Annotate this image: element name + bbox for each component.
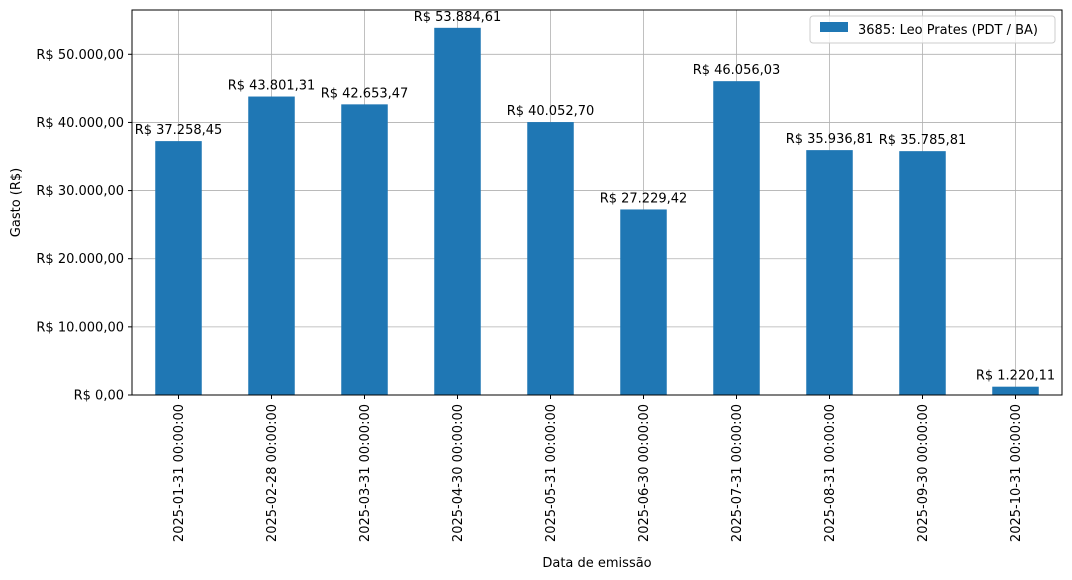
bar-value-label: R$ 53.884,61	[414, 10, 502, 25]
y-tick-label: R$ 30.000,00	[36, 184, 124, 199]
bar	[992, 386, 1039, 395]
x-tick-label: 2025-07-31 00:00:00	[730, 404, 745, 542]
y-tick-label: R$ 10.000,00	[36, 320, 124, 335]
bar-value-label: R$ 43.801,31	[228, 79, 316, 94]
y-axis-label: Gasto (R$)	[9, 168, 24, 237]
legend-swatch	[820, 22, 848, 32]
bar	[806, 150, 853, 395]
bar-value-label: R$ 35.785,81	[879, 133, 967, 148]
y-axis-ticks: R$ 0,00 R$ 10.000,00 R$ 20.000,00 R$ 30.000…	[36, 48, 132, 404]
x-tick-label: 2025-08-31 00:00:00	[823, 404, 838, 542]
y-tick-label: R$ 20.000,00	[36, 252, 124, 267]
bar	[620, 209, 667, 395]
bar	[341, 104, 388, 395]
x-tick-label: 2025-02-28 00:00:00	[265, 404, 280, 542]
legend-label: 3685: Leo Prates (PDT / BA)	[858, 23, 1038, 38]
bar-value-label: R$ 37.258,45	[135, 123, 223, 138]
x-tick-label: 2025-05-31 00:00:00	[544, 404, 559, 542]
y-tick-label: R$ 0,00	[74, 389, 124, 404]
bar	[434, 27, 481, 395]
x-tick-label: 2025-06-30 00:00:00	[637, 404, 652, 542]
x-tick-label: 2025-01-31 00:00:00	[172, 404, 187, 542]
bar-value-label: R$ 46.056,03	[693, 63, 781, 78]
bar	[899, 151, 946, 395]
legend: 3685: Leo Prates (PDT / BA)	[809, 15, 1056, 44]
bar-value-label: R$ 40.052,70	[507, 104, 595, 119]
bar-value-label: R$ 27.229,42	[600, 191, 688, 206]
bar	[155, 141, 202, 395]
y-tick-label: R$ 40.000,00	[36, 116, 124, 131]
data-labels: R$ 37.258,45 R$ 43.801,31 R$ 42.653,47 R$ 5…	[135, 10, 1055, 384]
bar-value-label: R$ 1.220,11	[976, 369, 1055, 384]
plot-frame	[131, 9, 1063, 396]
bar	[713, 81, 760, 396]
bars	[155, 27, 1039, 396]
y-tick-label: R$ 50.000,00	[36, 48, 124, 63]
bar	[248, 96, 295, 396]
legend-box	[809, 15, 1056, 44]
x-tick-label: 2025-04-30 00:00:00	[451, 404, 466, 542]
bar-value-label: R$ 35.936,81	[786, 132, 874, 147]
x-axis-ticks: 2025-01-31 00:00:00 2025-02-28 00:00:00 20…	[172, 395, 1024, 542]
x-axis-label: Data de emissão	[542, 556, 651, 571]
bar	[527, 122, 574, 395]
x-tick-label: 2025-09-30 00:00:00	[916, 404, 931, 542]
x-tick-label: 2025-03-31 00:00:00	[358, 404, 373, 542]
x-tick-label: 2025-10-31 00:00:00	[1009, 404, 1024, 542]
bar-value-label: R$ 42.653,47	[321, 86, 409, 101]
